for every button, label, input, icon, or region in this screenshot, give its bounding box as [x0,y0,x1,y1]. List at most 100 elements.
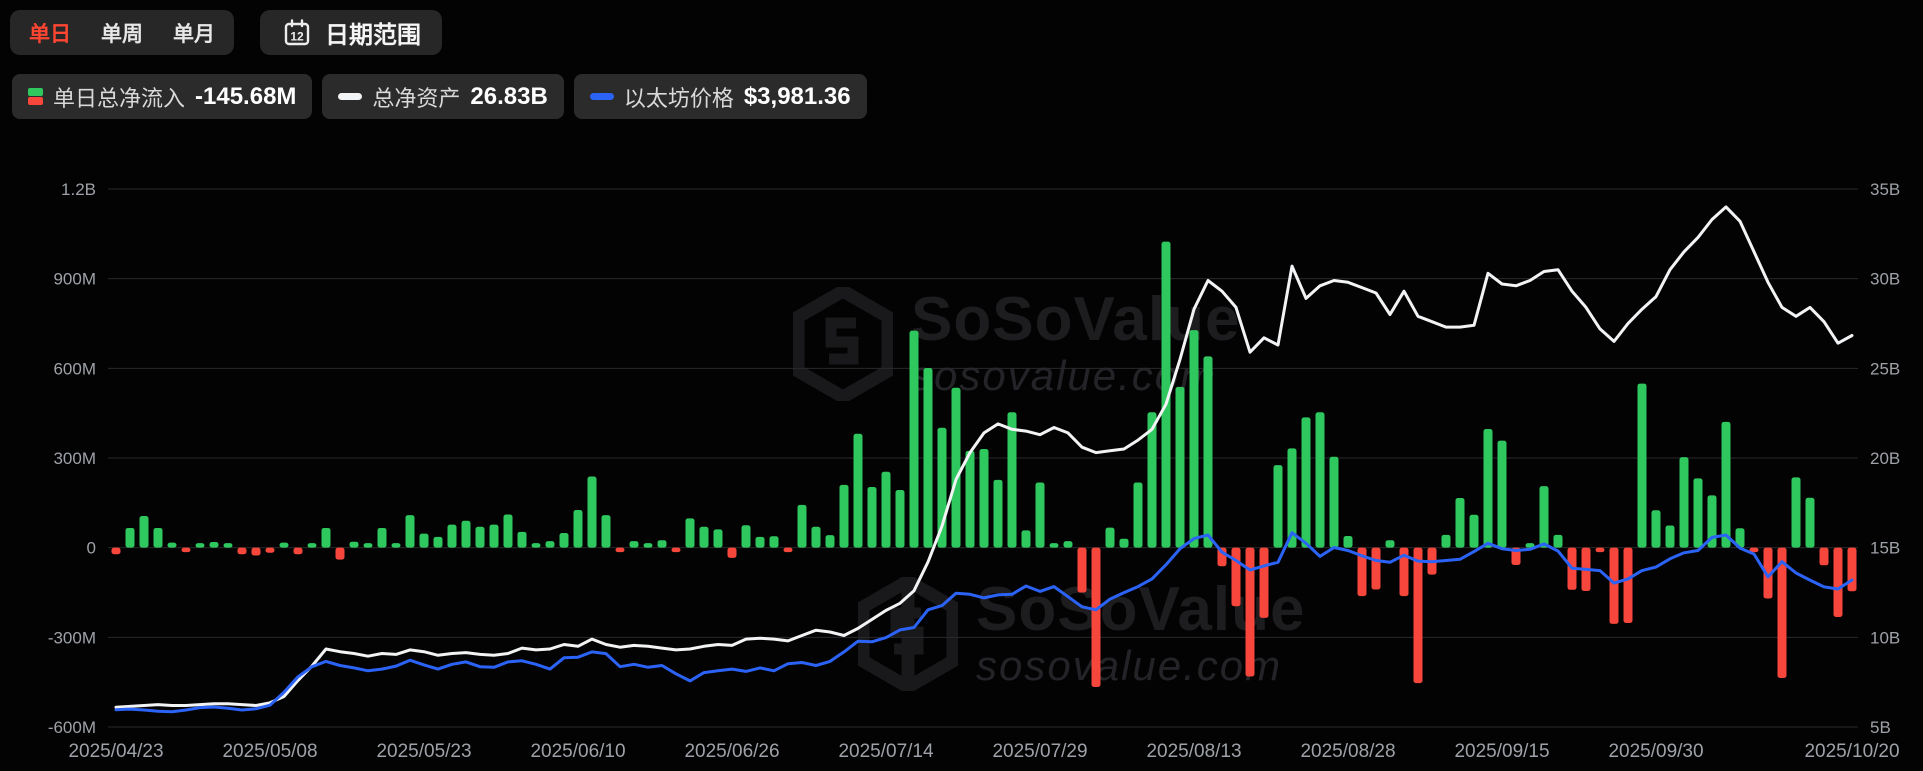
flow-bar[interactable] [713,529,723,548]
flow-bar[interactable] [741,525,751,548]
flow-bar[interactable] [1371,547,1381,590]
flow-bar[interactable] [1469,514,1479,548]
flow-bar[interactable] [769,536,779,548]
flow-bar[interactable] [391,543,401,548]
flow-bar[interactable] [1063,541,1073,548]
flow-bar[interactable] [1091,547,1101,687]
flow-bar[interactable] [447,524,457,548]
flow-bar[interactable] [1833,547,1843,618]
flow-bar[interactable] [1763,547,1773,599]
flow-bar[interactable] [1343,536,1353,548]
flow-bar[interactable] [573,510,583,548]
eth-price-line[interactable] [114,531,1854,714]
flow-bar[interactable] [237,547,247,555]
flow-bar[interactable] [1413,547,1423,684]
flow-bar[interactable] [1623,547,1633,623]
flow-bar[interactable] [405,515,415,548]
flow-bar[interactable] [853,433,863,548]
flow-bar[interactable] [881,471,891,548]
flow-bar[interactable] [1049,543,1059,548]
flow-bar[interactable] [1693,478,1703,548]
flow-bar[interactable] [1791,477,1801,548]
tab-weekly[interactable]: 单周 [101,18,143,48]
flow-bar[interactable] [279,542,289,548]
flow-bar[interactable] [1595,547,1605,553]
flow-bar[interactable] [195,543,205,548]
flow-bar[interactable] [1721,421,1731,548]
flow-bar[interactable] [1161,241,1171,548]
flow-bar[interactable] [1553,534,1563,548]
flow-bar[interactable] [1609,547,1619,624]
flow-bar[interactable] [223,543,233,548]
flow-bar[interactable] [811,526,821,548]
flow-bar[interactable] [1525,543,1535,548]
flow-bar[interactable] [1301,417,1311,548]
flow-bar[interactable] [699,526,709,548]
flow-bar[interactable] [181,547,191,553]
flow-bar[interactable] [643,543,653,548]
flow-bar[interactable] [895,489,905,548]
flow-bar[interactable] [1203,356,1213,548]
legend-item-eth-price[interactable]: 以太坊价格 $3,981.36 [573,74,867,119]
flow-bar[interactable] [909,330,919,548]
flow-bar[interactable] [1273,465,1283,548]
flow-bar[interactable] [1511,547,1521,566]
flow-bar[interactable] [335,547,345,560]
flow-bar[interactable] [1007,412,1017,548]
flow-bar[interactable] [363,543,373,548]
flow-bar[interactable] [1441,534,1451,548]
flow-bar[interactable] [1665,525,1675,548]
flow-bar[interactable] [1077,547,1087,593]
flow-bar[interactable] [433,536,443,548]
flow-bar[interactable] [559,533,569,548]
flow-bar[interactable] [1819,547,1829,566]
flow-bar[interactable] [419,533,429,548]
flow-bar[interactable] [251,547,261,556]
flow-bar[interactable] [1679,457,1689,548]
flow-bar[interactable] [797,504,807,548]
flow-bar[interactable] [1637,383,1647,548]
flow-bar[interactable] [461,520,471,548]
flow-bar[interactable] [951,387,961,548]
flow-bar[interactable] [755,536,765,548]
flow-bar[interactable] [1119,538,1129,548]
flow-bar[interactable] [783,547,793,553]
flow-bar[interactable] [993,479,1003,548]
flow-bar[interactable] [1133,482,1143,548]
flow-bar[interactable] [587,476,597,548]
flow-bar[interactable] [1315,412,1325,548]
flow-bar[interactable] [1805,497,1815,548]
flow-bar[interactable] [209,541,219,548]
flow-bar[interactable] [1357,547,1367,597]
flow-bar[interactable] [671,547,681,553]
flow-bar[interactable] [293,547,303,555]
flow-bar[interactable] [1259,547,1269,618]
date-range-button[interactable]: 12 日期范围 [260,10,442,55]
flow-bar[interactable] [1539,486,1549,548]
flow-bar[interactable] [307,543,317,548]
flow-bar[interactable] [1483,429,1493,548]
flow-bar[interactable] [489,524,499,548]
flow-bar[interactable] [545,541,555,548]
flow-bar[interactable] [1707,495,1717,548]
flow-bar[interactable] [265,547,275,553]
flow-bar[interactable] [615,547,625,553]
flow-bar[interactable] [1735,528,1745,548]
flow-bar[interactable] [167,542,177,548]
flow-bar[interactable] [125,527,135,548]
flow-bar[interactable] [1245,547,1255,677]
flow-bar[interactable] [629,541,639,548]
flow-bar[interactable] [923,368,933,548]
flow-bar[interactable] [825,535,835,548]
tab-monthly[interactable]: 单月 [173,18,215,48]
flow-bar[interactable] [1455,498,1465,548]
flow-bar[interactable] [1105,527,1115,548]
flow-bar[interactable] [1497,440,1507,548]
flow-bar[interactable] [867,486,877,548]
flow-bar[interactable] [531,543,541,548]
flow-bar[interactable] [111,547,121,555]
flow-bar[interactable] [1021,530,1031,548]
flow-bar[interactable] [153,527,163,548]
flow-bar[interactable] [685,518,695,548]
